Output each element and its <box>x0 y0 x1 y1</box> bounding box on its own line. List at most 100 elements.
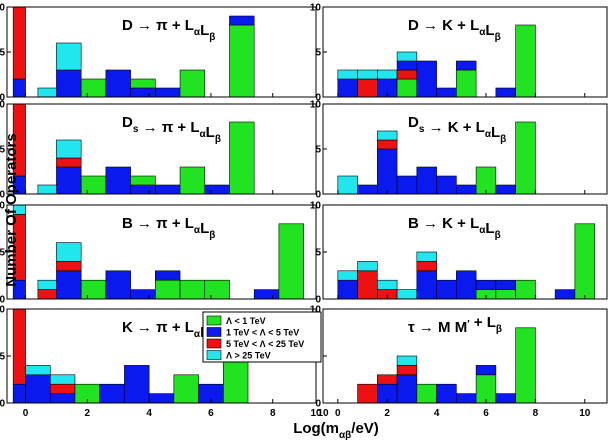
bar-5-b-segment <box>416 60 437 98</box>
bar-1-c-segment <box>337 69 358 80</box>
bar-3-b-segment <box>396 374 418 404</box>
bar-3-b-segment <box>377 148 398 195</box>
bar-3-c-segment <box>396 355 418 366</box>
bar-6-b-segment <box>436 87 457 98</box>
bar-2-r-segment <box>357 270 378 300</box>
y-tick-label: 0 <box>0 190 5 201</box>
panel-1: 0 5 10 D → π + LαLβ <box>0 3 317 104</box>
bar-7-b-segment <box>456 184 477 195</box>
y-tick-label: 10 <box>310 305 322 316</box>
bar-9-g-segment <box>495 289 516 300</box>
bar-5-b-segment <box>105 166 131 195</box>
bar-1-r-segment <box>357 383 378 404</box>
bar-9-g-segment <box>204 279 230 300</box>
bar-6-g-segment <box>130 175 156 186</box>
bar-8-b-segment <box>495 87 516 98</box>
y-tick-label: 0 <box>315 399 321 410</box>
panel-background <box>7 104 316 194</box>
y-tick-label: 5 <box>0 248 5 259</box>
bar-3-r-segment <box>49 383 76 394</box>
y-tick-label: 0 <box>315 295 321 306</box>
y-tick-label: 5 <box>0 352 5 363</box>
bar-10-b-segment <box>253 289 280 300</box>
panel-3: 0 5 10 Ds → π + LαLβ <box>0 100 317 201</box>
legend-label-b: 1 TeV < Λ < 5 TeV <box>226 328 299 338</box>
panel-4: 0 5 10 Ds → K + LαLβ <box>310 100 608 201</box>
bar-5-b-segment <box>416 166 437 195</box>
bar-5-r-segment <box>416 261 437 272</box>
y-tick-label: 10 <box>310 201 322 212</box>
x-edge-label-right: 10 <box>317 408 329 419</box>
y-tick-label: 0 <box>315 93 321 104</box>
legend-swatch-g <box>206 315 222 326</box>
bar-8-g-segment <box>179 166 206 195</box>
panel-2: 0 5 10 D → K + LαLβ <box>310 3 608 104</box>
panel-title: τ → M M′ + Lβ <box>408 314 502 336</box>
bar-4-g-segment <box>396 78 418 98</box>
y-tick-label: 10 <box>0 305 5 316</box>
bar-7-b-segment <box>155 87 181 98</box>
bar-1-b-segment <box>337 279 358 300</box>
x-tick-label: 10 <box>579 408 591 419</box>
bar-7-b-segment <box>155 270 181 281</box>
bar-4-g-segment <box>80 279 107 300</box>
bar-6-b-segment <box>436 175 457 195</box>
bar-8-g-segment <box>475 166 497 195</box>
bar-6-b-segment <box>456 393 477 404</box>
bar-11-g-segment <box>278 223 304 300</box>
bar-6-b-segment <box>124 365 150 404</box>
bar-3-r-segment <box>396 365 418 376</box>
bar-5-b-segment <box>416 270 437 300</box>
bar-3-c-segment <box>56 42 82 71</box>
bar-10-g-segment <box>515 279 536 300</box>
bar-8-b-segment <box>475 279 497 290</box>
bar-2-c-segment <box>357 261 378 272</box>
bar-8-g-segment <box>179 279 206 300</box>
bar-4-g-segment <box>80 78 107 98</box>
panel-title: B → π + LαLβ <box>122 215 215 241</box>
y-tick-label: 5 <box>315 248 321 259</box>
legend-box <box>202 311 322 363</box>
panel-title: B → K + LαLβ <box>408 215 501 241</box>
bar-7-g-segment <box>155 279 181 300</box>
bar-3-r-segment <box>56 261 82 272</box>
bar-7-b-segment <box>475 365 497 376</box>
bar-11-b-segment <box>554 289 576 300</box>
bar-9-b-segment <box>204 184 230 195</box>
y-tick-label: 5 <box>0 48 5 59</box>
bar-6-b-segment <box>130 289 156 300</box>
bar-6-g-segment <box>130 78 156 89</box>
legend-swatch-b <box>206 327 222 337</box>
bar-3-c-segment <box>377 279 398 290</box>
bar-9-b-segment <box>495 279 516 290</box>
y-tick-label: 0 <box>0 93 5 104</box>
bar-3-c-segment <box>377 69 398 80</box>
bar-6-b-segment <box>130 184 156 195</box>
bar-1-b-segment <box>12 383 26 404</box>
bar-4-g-segment <box>416 383 437 404</box>
bar-8-g-segment <box>173 374 199 404</box>
x-tick-label: 2 <box>85 408 91 419</box>
bar-4-r-segment <box>396 69 418 80</box>
y-tick-label: 0 <box>0 295 5 306</box>
legend-swatch-c <box>206 350 222 360</box>
y-tick-label: 10 <box>310 100 322 111</box>
bar-9-g-segment <box>515 24 536 98</box>
y-tick-label: 10 <box>310 3 322 14</box>
bar-5-b-segment <box>99 383 125 404</box>
y-tick-label: 10 <box>0 100 5 111</box>
bar-3-c-segment <box>377 130 398 141</box>
bar-9-b-segment <box>495 184 516 195</box>
bar-3-r-segment <box>377 139 398 150</box>
x-tick-label: 8 <box>533 408 539 419</box>
bar-12-g-segment <box>574 223 595 300</box>
bar-4-c-segment <box>396 51 418 62</box>
bar-3-b-segment <box>49 393 76 404</box>
bar-5-b-segment <box>105 69 131 98</box>
bar-6-b-segment <box>130 87 156 98</box>
bar-4-b-segment <box>396 175 418 195</box>
y-tick-label: 5 <box>0 145 5 156</box>
bar-4-g-segment <box>80 175 107 195</box>
bar-8-b-segment <box>495 393 516 404</box>
